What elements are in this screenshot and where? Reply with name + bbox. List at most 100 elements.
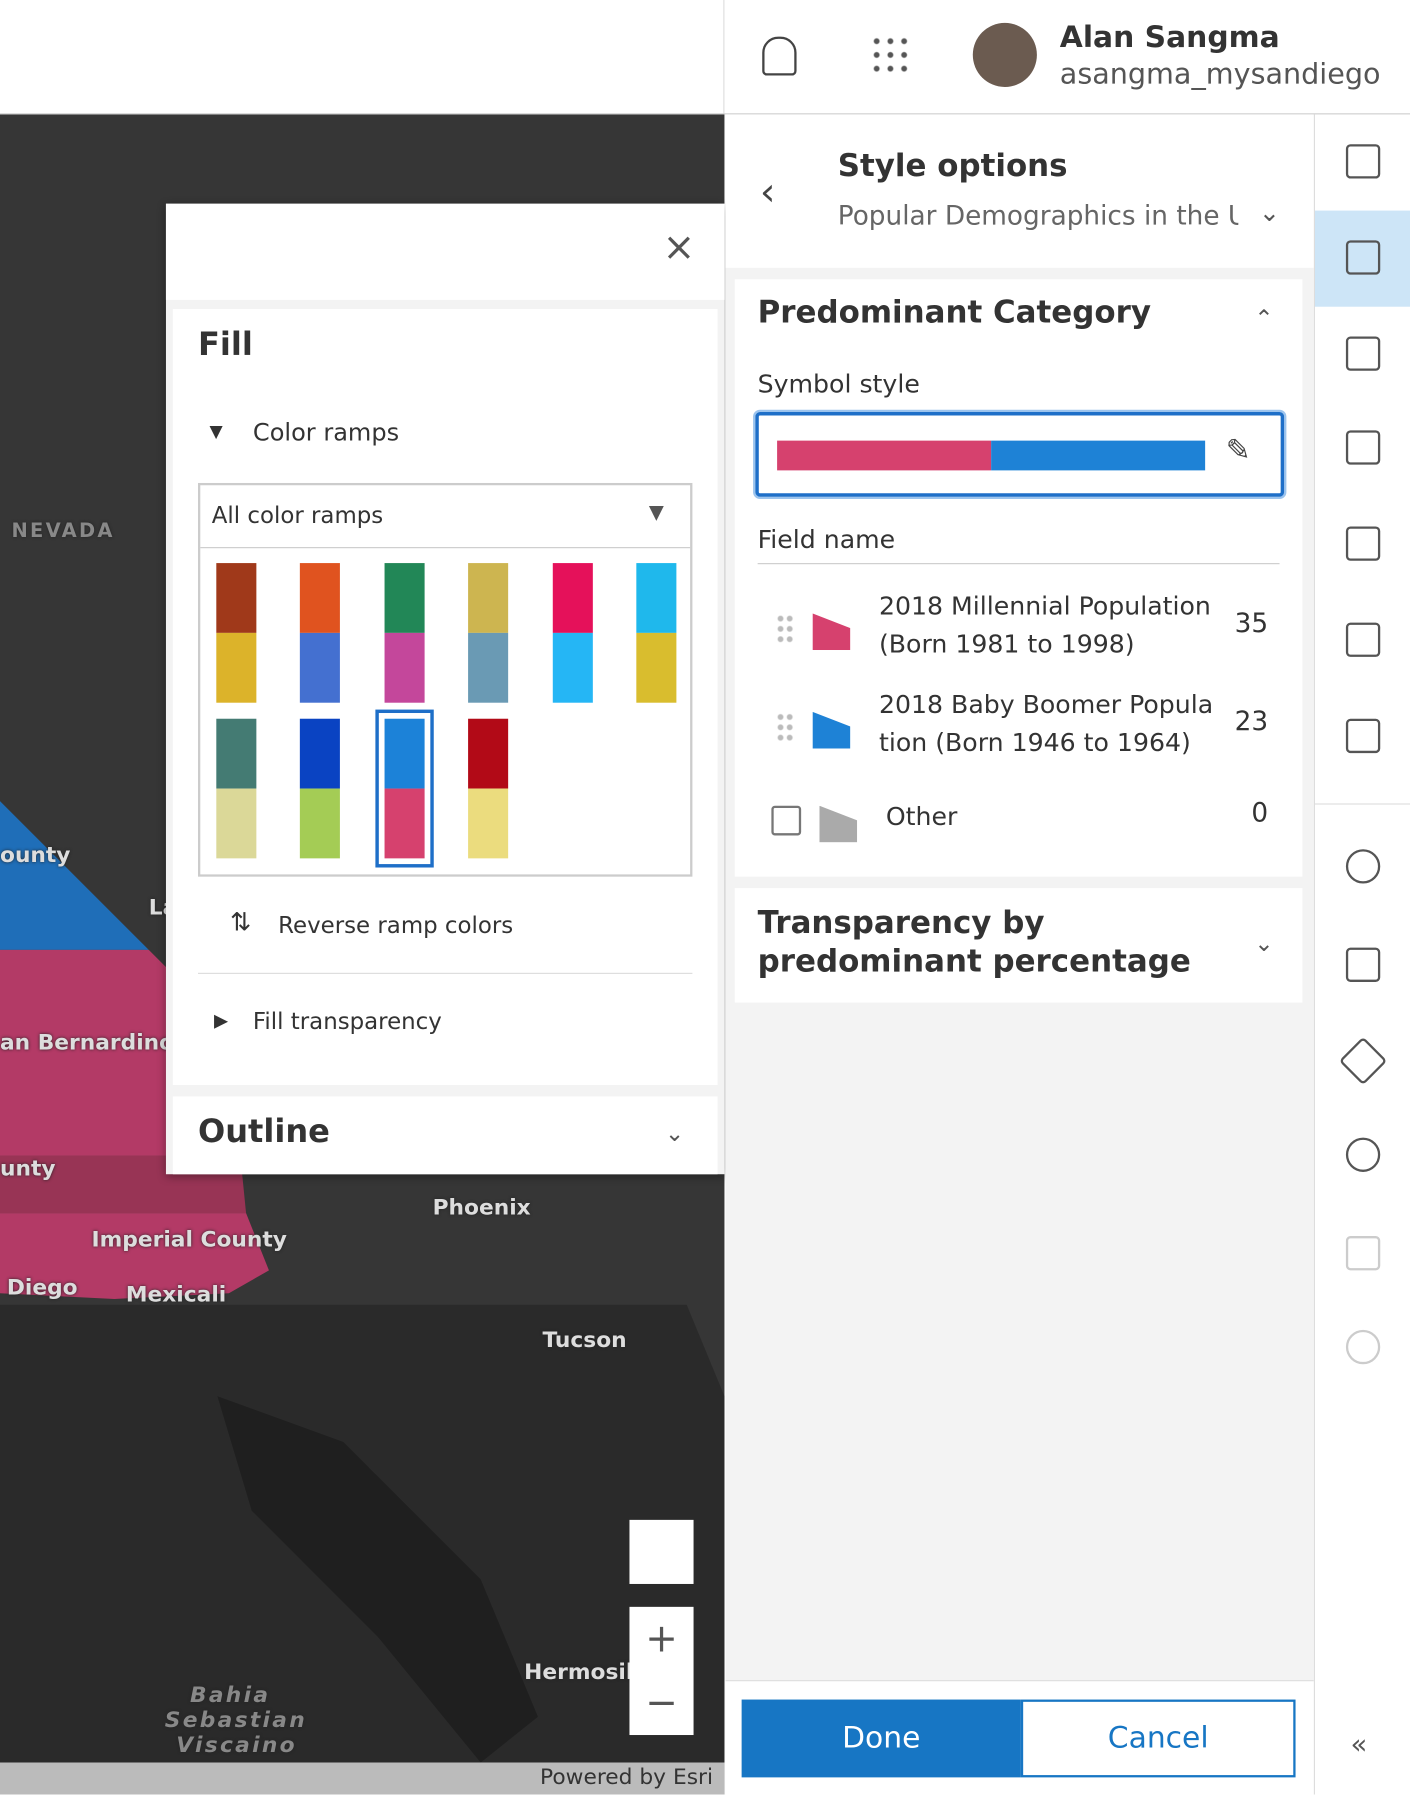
field-name: 2018 Baby Boomer Population (Born 1946 t… [878, 691, 1214, 758]
map-label: Mexicali [125, 1281, 227, 1307]
ramp-filter[interactable]: All color ramps ▼ [200, 485, 691, 549]
reverse-button[interactable]: Reverse ramp colors [278, 911, 514, 939]
edit[interactable]: ✎ [1225, 433, 1251, 469]
ramp-color [216, 563, 257, 633]
ramp-color [216, 632, 257, 703]
home-button[interactable] [629, 1519, 694, 1584]
divider [1315, 803, 1410, 805]
drag-handle[interactable] [775, 711, 795, 744]
section-title[interactable]: Fill [197, 325, 253, 363]
fill-section: Fill ▼ Color ramps All color ramps ▼ ⇅ R… [172, 309, 718, 1085]
section-title: Transparency by predominant percentage [757, 905, 1191, 980]
color-ramp[interactable] [384, 563, 425, 703]
ramp-color [468, 788, 509, 859]
tool-icon[interactable] [1345, 1329, 1381, 1365]
chevron: ⌃ [1254, 304, 1274, 332]
drag-handle[interactable] [775, 613, 795, 646]
color-ramp[interactable] [375, 709, 434, 868]
section-title: Outline [197, 1112, 330, 1151]
color-ramp[interactable] [468, 718, 509, 859]
ramp-color [216, 718, 257, 789]
color-ramp[interactable] [300, 563, 341, 703]
footer: Done Cancel [725, 1680, 1314, 1795]
section-title[interactable]: Predominant Category [757, 295, 1152, 331]
tool-icon[interactable] [1345, 336, 1381, 371]
symbol-color [991, 440, 1206, 471]
map-label: NEVADA [11, 519, 115, 543]
ramp-color [384, 718, 425, 789]
avatar[interactable] [972, 22, 1037, 87]
subsection-title[interactable]: Color ramps [252, 418, 400, 447]
ramp-color [468, 563, 509, 633]
close[interactable]: × [662, 224, 696, 271]
collapse[interactable]: « [1350, 1728, 1368, 1761]
zoom-buttons[interactable]: + − [629, 1606, 694, 1736]
ramp-color [300, 718, 341, 789]
chevron: ⌄ [664, 1119, 685, 1147]
tool-icon[interactable] [1345, 1137, 1381, 1172]
tool-icon[interactable] [1345, 1236, 1381, 1271]
color-ramp[interactable] [468, 563, 509, 703]
ramp-color [468, 632, 509, 703]
ramp-color [300, 563, 341, 633]
ramp-color [552, 632, 593, 703]
field-value: 0 [1251, 798, 1269, 829]
icon: ⇅ [230, 908, 252, 938]
outline-section[interactable]: Outline ⌄ [172, 1096, 718, 1175]
transparency-card[interactable]: Transparency by predominant percentage ⌄ [734, 888, 1303, 1003]
caret: ▶ [214, 1009, 229, 1032]
toolbar [1313, 114, 1410, 1795]
color-ramp[interactable] [552, 563, 593, 703]
tool-icon[interactable] [1345, 526, 1381, 561]
dialog-header: × [165, 203, 725, 300]
user-id: asangma_mysandiego [1059, 57, 1381, 91]
user-name: Alan Sangma [1059, 20, 1280, 55]
symbol-color [777, 440, 992, 471]
apps[interactable] [869, 34, 912, 76]
field-value: 35 [1234, 608, 1269, 639]
symbol-style[interactable]: ✎ [755, 412, 1285, 497]
tool-icon[interactable] [1345, 240, 1381, 275]
color-ramp[interactable] [216, 563, 257, 703]
category-card: Predominant Category ⌃ Symbol style ✎ Fi… [734, 279, 1303, 877]
divider [197, 972, 693, 974]
ramp-color [552, 563, 593, 633]
color-ramp[interactable] [636, 563, 677, 703]
color-ramp[interactable] [300, 718, 341, 859]
style-panel: ‹ Style options Popular Demographics in … [725, 114, 1314, 1795]
map-label: ounty [0, 842, 71, 868]
layer-name[interactable]: Popular Demographics in the U [837, 201, 1239, 232]
done-button[interactable]: Done [741, 1699, 1021, 1778]
notifications[interactable] [762, 36, 797, 76]
tool-icon[interactable] [1345, 144, 1381, 179]
checkbox[interactable] [771, 805, 802, 836]
field-swatch [812, 711, 851, 749]
map-label: Diego [6, 1274, 78, 1301]
map-label: Bahia [189, 1682, 271, 1708]
back[interactable]: ‹ [759, 169, 776, 216]
map-label: Phoenix [432, 1194, 531, 1221]
color-ramp[interactable] [216, 718, 257, 859]
field-label: Symbol style [757, 370, 920, 400]
ramp-picker: All color ramps ▼ [197, 482, 693, 877]
panel-header: ‹ Style options Popular Demographics in … [725, 114, 1314, 268]
panel-title: Style options [837, 148, 1068, 185]
map-label: Tucson [542, 1327, 627, 1353]
map-label: Hermosill [524, 1659, 641, 1685]
attribution: Powered by Esri [540, 1764, 714, 1790]
subsection-title[interactable]: Fill transparency [252, 1007, 442, 1035]
ramp-filter-text: All color ramps [211, 501, 384, 529]
tool-icon[interactable] [1345, 849, 1381, 884]
map-shapes [0, 801, 725, 1795]
ramp-color [216, 788, 257, 859]
active-tool[interactable] [1315, 210, 1410, 307]
cancel-button[interactable]: Cancel [1020, 1699, 1296, 1778]
tool-icon[interactable] [1345, 947, 1381, 982]
tool-icon[interactable] [1345, 718, 1381, 754]
tool-icon[interactable] [1345, 622, 1381, 657]
tool-icon[interactable] [1345, 430, 1381, 465]
ramp-color [384, 632, 425, 703]
attribution-bar: Powered by Esri [0, 1762, 725, 1795]
